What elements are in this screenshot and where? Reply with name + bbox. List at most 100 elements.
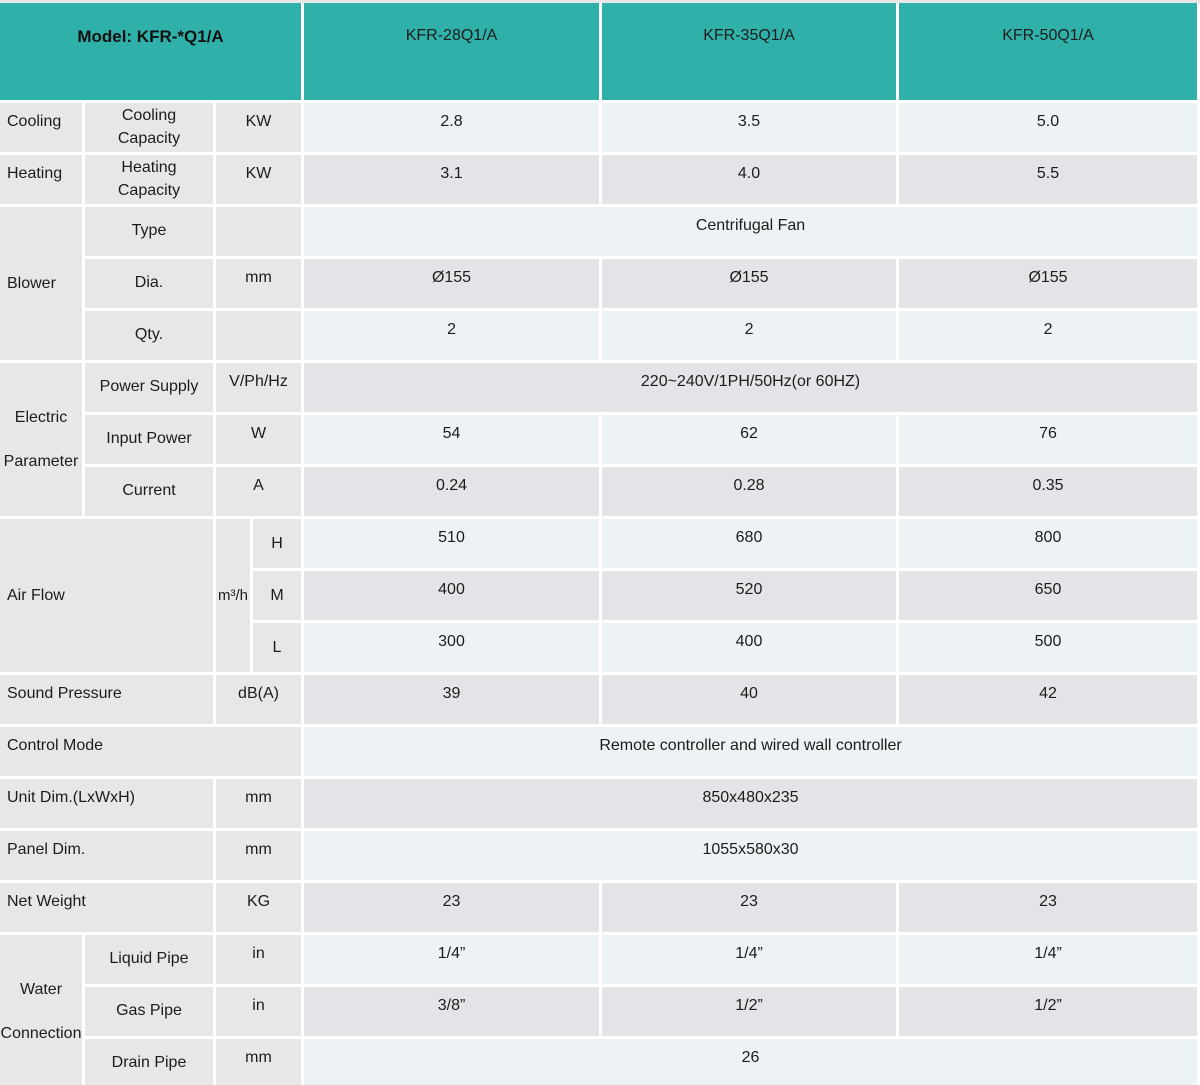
unit-unit-dim: mm xyxy=(216,779,302,828)
header-model-cell: Model: KFR-*Q1/A xyxy=(0,3,302,100)
label-gas-pipe: Gas Pipe xyxy=(85,987,213,1036)
label-text: Gas Pipe xyxy=(116,1002,182,1020)
net-weight-value-0: 23 xyxy=(304,883,600,932)
unit-panel-dim: mm xyxy=(216,831,302,880)
row-current: Current A 0.24 0.28 0.35 xyxy=(0,467,1198,516)
row-drain-pipe: Drain Pipe mm 26 xyxy=(0,1039,1198,1085)
row-net-weight: Net Weight KG 23 23 23 xyxy=(0,883,1198,932)
airflow-high-value-2: 800 xyxy=(899,519,1198,568)
airflow-medium-value-1: 520 xyxy=(602,571,897,620)
row-panel-dim: Panel Dim. mm 1055x580x30 xyxy=(0,831,1198,880)
label-text: Liquid Pipe xyxy=(109,950,189,968)
group-blower: Blower xyxy=(0,207,82,360)
label-liquid-pipe: Liquid Pipe xyxy=(85,935,213,984)
label-text: Drain Pipe xyxy=(111,1054,187,1072)
label-airflow-low: L xyxy=(253,623,302,672)
net-weight-value-2: 23 xyxy=(899,883,1198,932)
group-electric-parameter: Electric Parameter xyxy=(0,363,82,516)
input-power-value-2: 76 xyxy=(899,415,1198,464)
unit-cooling: KW xyxy=(216,103,302,152)
drain-pipe-value: 26 xyxy=(304,1039,1198,1085)
unit-net-weight: KG xyxy=(216,883,302,932)
group-cooling: Cooling xyxy=(0,103,82,152)
row-power-supply: Electric Parameter Power Supply V/Ph/Hz … xyxy=(0,363,1198,516)
unit-power-supply: V/Ph/Hz xyxy=(216,363,302,412)
blower-dia-value-1: Ø155 xyxy=(602,259,897,308)
net-weight-value-1: 23 xyxy=(602,883,897,932)
row-unit-dim: Unit Dim.(LxWxH) mm 850x480x235 xyxy=(0,779,1198,828)
blower-dia-value-2: Ø155 xyxy=(899,259,1198,308)
input-power-value-1: 62 xyxy=(602,415,897,464)
unit-blower-type xyxy=(216,207,302,256)
row-airflow-high: Air Flow m³/h H 510 680 800 xyxy=(0,519,1198,672)
label-text: Type xyxy=(131,222,167,240)
gas-pipe-value-2: 1/2” xyxy=(899,987,1198,1036)
label-text: Input Power xyxy=(106,430,192,448)
input-power-value-0: 54 xyxy=(304,415,600,464)
airflow-low-value-1: 400 xyxy=(602,623,897,672)
row-airflow-medium: M 400 520 650 xyxy=(0,571,1198,620)
gas-pipe-value-0: 3/8” xyxy=(304,987,600,1036)
unit-gas-pipe: in xyxy=(216,987,302,1036)
header-col-kfr28: KFR-28Q1/A xyxy=(304,3,600,100)
label-text: Cooling Capacity xyxy=(117,107,181,147)
label-input-power: Input Power xyxy=(85,415,213,464)
heating-value-0: 3.1 xyxy=(304,155,600,204)
cooling-value-2: 5.0 xyxy=(899,103,1198,152)
row-blower-type: Blower Type Centrifugal Fan xyxy=(0,207,1198,360)
sound-value-0: 39 xyxy=(304,675,600,724)
label-blower-dia: Dia. xyxy=(85,259,213,308)
group-heating: Heating xyxy=(0,155,82,204)
label-unit-dim: Unit Dim.(LxWxH) xyxy=(0,779,213,828)
unit-input-power: W xyxy=(216,415,302,464)
label-drain-pipe: Drain Pipe xyxy=(85,1039,213,1085)
label-airflow-high: H xyxy=(253,519,302,568)
row-heating: Heating Heating Capacity KW 3.1 4.0 5.5 xyxy=(0,155,1198,204)
row-cooling: Cooling Cooling Capacity KW 2.8 3.5 5.0 xyxy=(0,103,1198,152)
gas-pipe-value-1: 1/2” xyxy=(602,987,897,1036)
blower-type-value: Centrifugal Fan xyxy=(304,207,1198,256)
page-top-strip xyxy=(0,0,1200,3)
row-sound-pressure: Sound Pressure dB(A) 39 40 42 xyxy=(0,675,1198,724)
row-blower-qty: Qty. 2 2 2 xyxy=(0,311,1198,360)
row-blower-dia: Dia. mm Ø155 Ø155 Ø155 xyxy=(0,259,1198,308)
label-airflow-medium: M xyxy=(253,571,302,620)
unit-liquid-pipe: in xyxy=(216,935,302,984)
header-col-kfr50: KFR-50Q1/A xyxy=(899,3,1198,100)
current-value-0: 0.24 xyxy=(304,467,600,516)
label-text: Power Supply xyxy=(99,378,199,396)
unit-drain-pipe: mm xyxy=(216,1039,302,1085)
unit-heating: KW xyxy=(216,155,302,204)
label-net-weight: Net Weight xyxy=(0,883,213,932)
blower-qty-value-2: 2 xyxy=(899,311,1198,360)
label-panel-dim: Panel Dim. xyxy=(0,831,213,880)
group-air-flow: Air Flow xyxy=(0,519,213,672)
cooling-value-0: 2.8 xyxy=(304,103,600,152)
heating-value-2: 5.5 xyxy=(899,155,1198,204)
airflow-low-value-0: 300 xyxy=(304,623,600,672)
label-blower-qty: Qty. xyxy=(85,311,213,360)
liquid-pipe-value-2: 1/4” xyxy=(899,935,1198,984)
label-text: Qty. xyxy=(134,326,164,344)
airflow-medium-value-0: 400 xyxy=(304,571,600,620)
sound-value-2: 42 xyxy=(899,675,1198,724)
airflow-medium-value-2: 650 xyxy=(899,571,1198,620)
label-text: Dia. xyxy=(134,274,164,292)
heating-value-1: 4.0 xyxy=(602,155,897,204)
airflow-high-value-0: 510 xyxy=(304,519,600,568)
unit-air-flow: m³/h xyxy=(216,519,250,672)
group-water-connection: Water Connection xyxy=(0,935,82,1085)
unit-sound-pressure: dB(A) xyxy=(216,675,302,724)
unit-dim-value: 850x480x235 xyxy=(304,779,1198,828)
blower-qty-value-0: 2 xyxy=(304,311,600,360)
panel-dim-value: 1055x580x30 xyxy=(304,831,1198,880)
row-liquid-pipe: Water Connection Liquid Pipe in 1/4” 1/4… xyxy=(0,935,1198,1085)
sound-value-1: 40 xyxy=(602,675,897,724)
power-supply-value: 220~240V/1PH/50Hz(or 60HZ) xyxy=(304,363,1198,412)
airflow-low-value-2: 500 xyxy=(899,623,1198,672)
unit-blower-dia: mm xyxy=(216,259,302,308)
liquid-pipe-value-1: 1/4” xyxy=(602,935,897,984)
header-col-kfr35: KFR-35Q1/A xyxy=(602,3,897,100)
